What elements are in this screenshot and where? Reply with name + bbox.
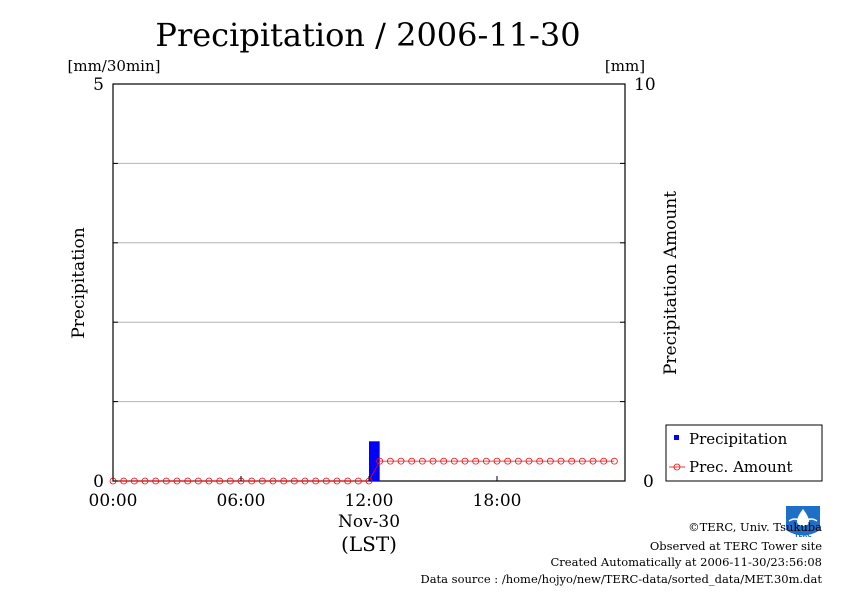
legend-precip-swatch bbox=[674, 435, 679, 440]
x-date-label: Nov-30 bbox=[338, 512, 400, 532]
legend-box bbox=[665, 424, 823, 482]
amount-point bbox=[568, 457, 576, 465]
x-tick-label: 00:00 bbox=[89, 491, 138, 511]
gridlines bbox=[113, 162, 625, 403]
series-layer bbox=[109, 441, 618, 485]
amount-point bbox=[557, 457, 565, 465]
amount-point bbox=[333, 477, 341, 485]
right-tick-min: 0 bbox=[643, 472, 654, 492]
chart-title: Precipitation / 2006-11-30 bbox=[155, 16, 580, 54]
footer-observed: Observed at TERC Tower site bbox=[650, 539, 822, 553]
precipitation-bar bbox=[369, 441, 380, 481]
amount-point bbox=[269, 477, 277, 485]
x-tick-label: 18:00 bbox=[473, 491, 522, 511]
amount-point bbox=[173, 477, 181, 485]
right-axis-unit: [mm] bbox=[605, 57, 645, 75]
amount-point bbox=[322, 477, 330, 485]
amount-point bbox=[184, 477, 192, 485]
x-timezone-label: (LST) bbox=[341, 532, 397, 556]
legend: Precipitation Prec. Amount bbox=[665, 424, 823, 482]
amount-point bbox=[610, 457, 618, 465]
legend-amount-label: Prec. Amount bbox=[689, 458, 793, 476]
amount-point bbox=[248, 477, 256, 485]
amount-point bbox=[514, 457, 522, 465]
amount-point bbox=[280, 477, 288, 485]
amount-point bbox=[504, 457, 512, 465]
amount-point bbox=[482, 457, 490, 465]
plot-frame bbox=[112, 83, 626, 482]
amount-point bbox=[258, 477, 266, 485]
x-tick-label: 06:00 bbox=[217, 491, 266, 511]
amount-point bbox=[450, 457, 458, 465]
amount-point bbox=[472, 457, 480, 465]
left-axis-unit: [mm/30min] bbox=[68, 57, 161, 75]
amount-point bbox=[376, 457, 384, 465]
amount-point bbox=[344, 477, 352, 485]
amount-point bbox=[440, 457, 448, 465]
amount-point bbox=[354, 477, 362, 485]
amount-line bbox=[113, 460, 615, 482]
amount-point bbox=[194, 477, 202, 485]
left-axis-label: Precipitation bbox=[69, 227, 89, 338]
legend-amount-marker bbox=[673, 463, 681, 471]
amount-point bbox=[141, 477, 149, 485]
amount-point bbox=[578, 457, 586, 465]
legend-precip-label: Precipitation bbox=[689, 430, 788, 448]
amount-point bbox=[408, 457, 416, 465]
amount-point bbox=[226, 477, 234, 485]
x-tick-label: 12:00 bbox=[345, 491, 394, 511]
amount-point bbox=[397, 457, 405, 465]
amount-point bbox=[546, 457, 554, 465]
amount-point bbox=[429, 457, 437, 465]
terc-logo: TERC bbox=[786, 506, 820, 539]
amount-point bbox=[536, 457, 544, 465]
amount-point bbox=[525, 457, 533, 465]
amount-point bbox=[589, 457, 597, 465]
amount-point bbox=[493, 457, 501, 465]
amount-point bbox=[386, 457, 394, 465]
logo-drop bbox=[797, 509, 809, 526]
amount-point bbox=[205, 477, 213, 485]
amount-point bbox=[418, 457, 426, 465]
amount-point bbox=[600, 457, 608, 465]
amount-point bbox=[152, 477, 160, 485]
amount-point bbox=[461, 457, 469, 465]
amount-point bbox=[216, 477, 224, 485]
footer-source: Data source : /home/hojyo/new/TERC-data/… bbox=[420, 572, 822, 586]
left-tick-min: 0 bbox=[93, 472, 104, 492]
ticks-layer: 00:00 06:00 12:00 18:00 bbox=[89, 83, 625, 511]
right-axis-label: Precipitation Amount bbox=[661, 191, 681, 375]
logo-text: TERC bbox=[794, 532, 812, 539]
footer-copyright: ©TERC, Univ. Tsukuba bbox=[688, 520, 822, 534]
right-tick-max: 10 bbox=[634, 75, 656, 95]
amount-point bbox=[162, 477, 170, 485]
amount-point bbox=[290, 477, 298, 485]
logo-waves bbox=[788, 518, 818, 522]
left-tick-max: 5 bbox=[93, 75, 104, 95]
amount-point bbox=[312, 477, 320, 485]
amount-point bbox=[120, 477, 128, 485]
amount-point bbox=[130, 477, 138, 485]
amount-point bbox=[301, 477, 309, 485]
footer-created: Created Automatically at 2006-11-30/23:5… bbox=[551, 555, 823, 569]
